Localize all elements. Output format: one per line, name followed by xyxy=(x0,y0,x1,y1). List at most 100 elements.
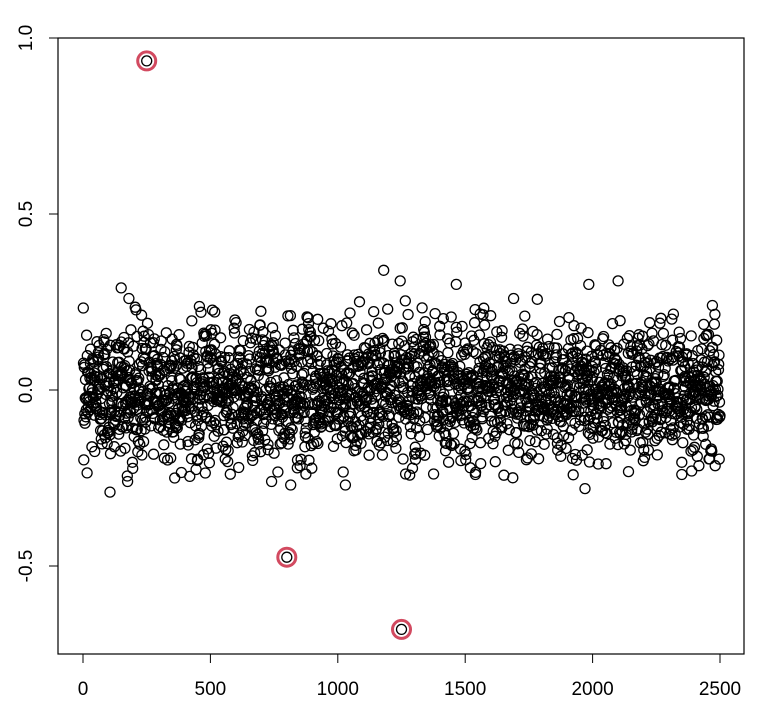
data-point xyxy=(265,475,278,488)
data-point xyxy=(564,389,576,402)
data-point xyxy=(475,391,487,403)
data-point xyxy=(199,467,211,479)
data-point xyxy=(272,466,284,478)
data-point xyxy=(571,332,584,345)
data-point xyxy=(363,449,375,461)
data-point xyxy=(222,455,234,468)
data-point xyxy=(504,406,516,419)
data-point xyxy=(631,345,643,357)
data-point xyxy=(314,355,327,367)
data-point xyxy=(131,399,144,411)
data-point xyxy=(657,327,670,340)
highlighted-point xyxy=(281,551,293,563)
data-point xyxy=(548,386,560,399)
data-point xyxy=(255,305,267,317)
data-point xyxy=(502,444,514,456)
data-point xyxy=(540,428,552,440)
data-point xyxy=(297,399,309,411)
data-point xyxy=(147,448,160,460)
data-point xyxy=(99,348,111,361)
data-point xyxy=(243,353,256,365)
data-point xyxy=(567,469,579,481)
data-point xyxy=(579,482,591,495)
data-point xyxy=(429,307,441,320)
data-point xyxy=(382,303,394,315)
data-point xyxy=(258,373,270,386)
data-point xyxy=(592,458,604,470)
data-point xyxy=(711,334,723,346)
data-point xyxy=(98,336,110,348)
data-point xyxy=(81,467,93,479)
data-point xyxy=(678,389,690,402)
data-point xyxy=(583,456,596,468)
data-point xyxy=(214,332,227,344)
data-point xyxy=(619,369,632,381)
data-point xyxy=(469,407,482,419)
data-point xyxy=(651,432,663,444)
data-point xyxy=(437,406,449,418)
data-point xyxy=(165,452,177,464)
x-tick-label: 500 xyxy=(195,679,227,700)
data-point xyxy=(228,391,240,403)
data-point xyxy=(248,326,260,338)
data-point xyxy=(686,465,698,477)
data-point xyxy=(673,341,686,353)
data-point xyxy=(148,349,161,362)
data-point xyxy=(469,468,482,481)
data-point xyxy=(538,438,550,450)
data-point xyxy=(438,388,450,400)
y-axis: -0.5 0.0 0.5 1.0 xyxy=(16,25,59,582)
data-point xyxy=(503,424,515,436)
data-point xyxy=(673,326,685,338)
data-point xyxy=(713,349,725,361)
data-point xyxy=(349,382,361,395)
data-point xyxy=(642,357,654,369)
data-point xyxy=(601,427,613,440)
data-point xyxy=(644,317,656,329)
data-point xyxy=(553,315,566,328)
data-point xyxy=(702,328,715,341)
data-point xyxy=(225,417,237,429)
data-point xyxy=(295,453,307,465)
data-point xyxy=(454,360,466,372)
data-point xyxy=(230,316,242,329)
data-point xyxy=(139,423,151,435)
data-point xyxy=(476,400,488,412)
data-point xyxy=(495,421,507,433)
data-point xyxy=(462,343,474,355)
data-point xyxy=(646,327,658,339)
data-point xyxy=(158,439,170,451)
data-point xyxy=(89,445,101,458)
data-point xyxy=(626,391,639,403)
data-point xyxy=(710,390,722,403)
data-point xyxy=(685,330,697,342)
data-point xyxy=(569,448,581,461)
x-tick-label: 2000 xyxy=(571,679,613,700)
data-point xyxy=(234,389,246,401)
data-point xyxy=(167,426,180,438)
highlighted-point xyxy=(395,623,408,636)
data-point xyxy=(91,371,104,383)
data-point xyxy=(236,436,248,448)
data-point xyxy=(444,337,456,349)
data-point xyxy=(309,389,321,402)
data-point xyxy=(478,302,490,314)
data-point xyxy=(155,335,167,347)
data-point xyxy=(487,438,499,450)
data-point xyxy=(312,437,324,450)
data-point xyxy=(269,329,282,342)
data-point xyxy=(713,358,725,370)
data-point xyxy=(390,431,403,443)
data-point xyxy=(597,330,610,343)
data-point xyxy=(708,318,721,330)
data-point xyxy=(489,456,501,468)
data-point xyxy=(580,353,592,365)
data-point xyxy=(620,365,633,377)
data-point xyxy=(711,375,723,387)
data-point xyxy=(411,361,423,373)
data-point xyxy=(666,313,678,325)
data-point xyxy=(714,409,726,422)
data-point xyxy=(262,444,274,456)
data-point xyxy=(232,357,244,370)
data-point xyxy=(622,420,634,432)
